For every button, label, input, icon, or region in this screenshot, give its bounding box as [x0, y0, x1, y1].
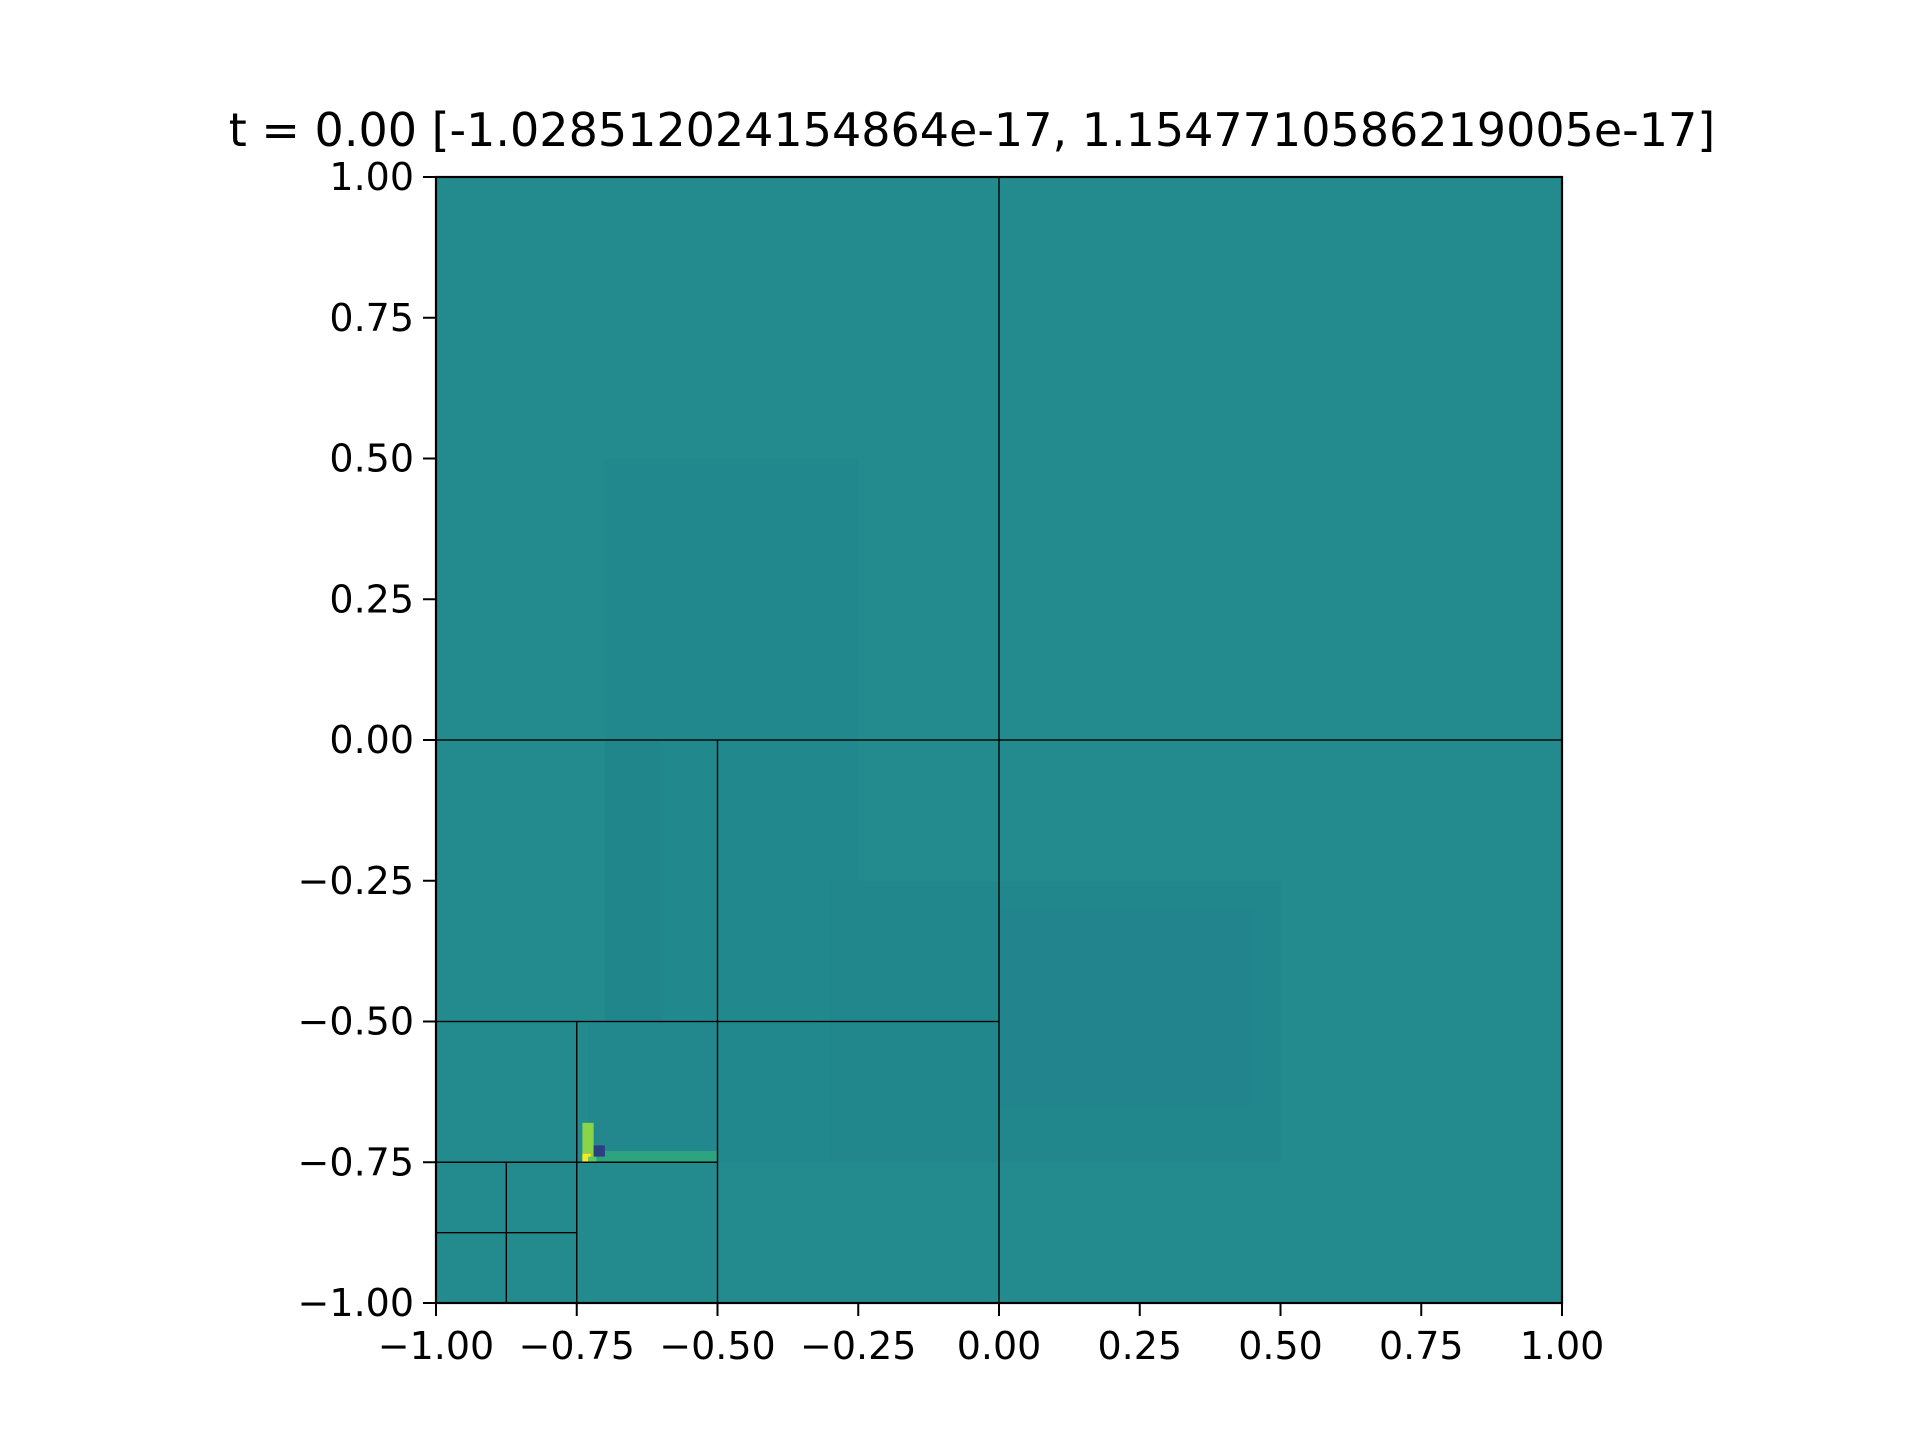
heatmap-cell	[593, 1145, 605, 1157]
x-tick-label: 1.00	[1520, 1324, 1605, 1368]
x-tick-label: 0.00	[957, 1324, 1042, 1368]
y-axis: 1.00 0.75 0.50 0.25 0.00 −0.25 −0.50 −0.75 −1.00	[298, 155, 436, 1325]
y-tick-label: 0.25	[329, 577, 414, 621]
heatmap-cell	[582, 1122, 594, 1163]
x-tick-label: −1.00	[378, 1324, 494, 1368]
plot-area	[434, 175, 1564, 1305]
y-tick-label: 0.50	[329, 437, 414, 481]
heatmap-cell	[582, 1153, 591, 1163]
x-tick-label: −0.25	[800, 1324, 916, 1368]
x-tick-label: −0.50	[659, 1324, 775, 1368]
heatmap-cell	[999, 908, 1253, 1106]
x-tick-label: 0.50	[1238, 1324, 1323, 1368]
x-axis: −1.00 −0.75 −0.50 −0.25 0.00 0.25 0.50 0.75 1.00	[378, 1303, 1605, 1368]
y-tick-label: −1.00	[298, 1281, 414, 1325]
heatmap-cell	[588, 1021, 718, 1157]
x-tick-label: 0.25	[1097, 1324, 1182, 1368]
y-tick-label: 0.75	[329, 296, 414, 340]
y-tick-label: −0.50	[298, 1000, 414, 1044]
y-tick-label: −0.25	[298, 859, 414, 903]
heatmap-cell	[588, 1150, 718, 1163]
x-tick-label: 0.75	[1379, 1324, 1464, 1368]
chart-title: t = 0.00 [-1.028512024154864e-17, 1.1547…	[229, 103, 1716, 157]
x-tick-label: −0.75	[519, 1324, 635, 1368]
y-tick-label: −0.75	[298, 1140, 414, 1184]
heatmap-cell	[588, 1156, 597, 1163]
y-tick-label: 1.00	[329, 155, 414, 199]
y-tick-label: 0.00	[329, 718, 414, 762]
